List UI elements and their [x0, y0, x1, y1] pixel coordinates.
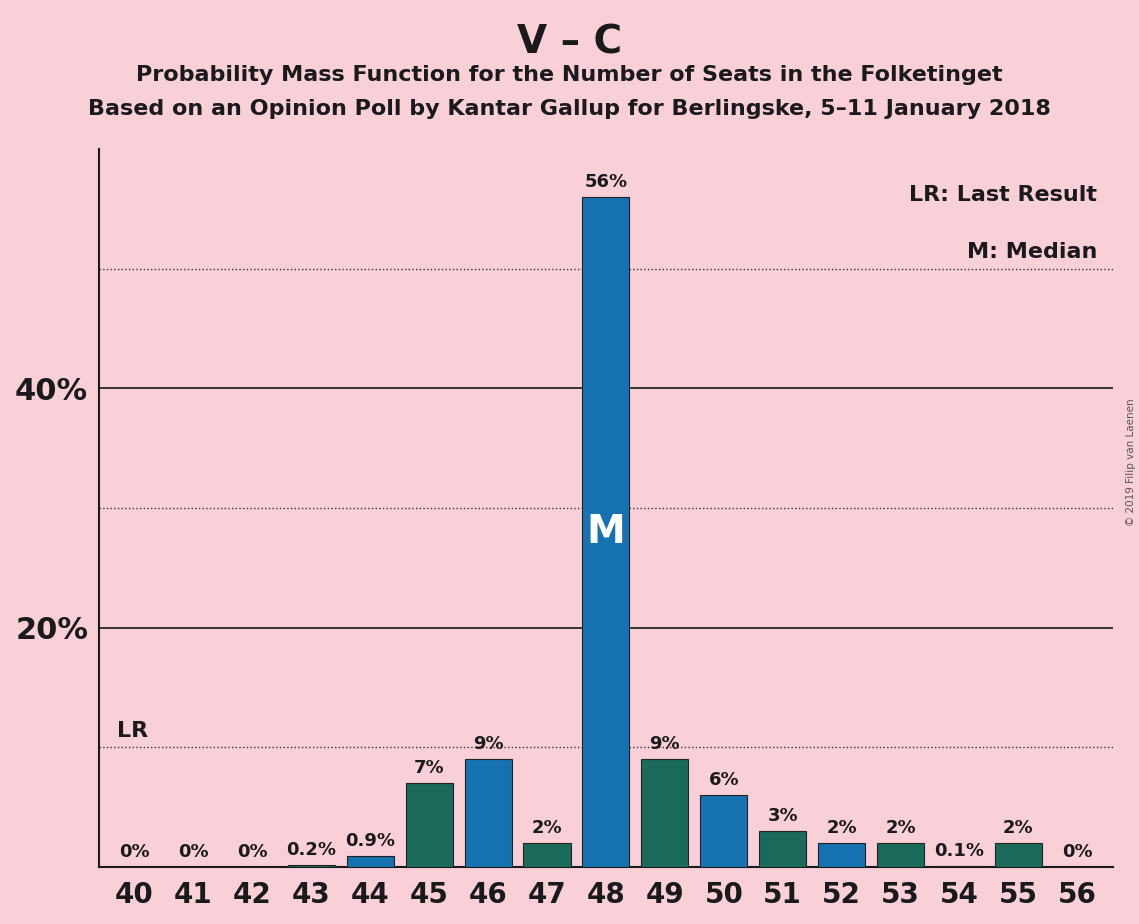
- Bar: [818, 844, 866, 867]
- Text: V – C: V – C: [517, 23, 622, 61]
- Bar: [405, 784, 452, 867]
- Text: 0%: 0%: [1062, 843, 1092, 861]
- Text: M: M: [587, 513, 625, 551]
- Text: 0%: 0%: [178, 843, 208, 861]
- Text: 2%: 2%: [885, 820, 916, 837]
- Text: 0.2%: 0.2%: [286, 841, 336, 858]
- Bar: [936, 866, 983, 867]
- Text: M: Median: M: Median: [967, 242, 1097, 262]
- Text: 9%: 9%: [473, 736, 503, 753]
- Bar: [524, 844, 571, 867]
- Bar: [759, 832, 806, 867]
- Bar: [288, 865, 335, 867]
- Text: 2%: 2%: [1003, 820, 1034, 837]
- Text: 2%: 2%: [826, 820, 857, 837]
- Text: 7%: 7%: [413, 760, 444, 777]
- Text: 2%: 2%: [532, 820, 563, 837]
- Text: 9%: 9%: [649, 736, 680, 753]
- Text: 0%: 0%: [237, 843, 268, 861]
- Bar: [465, 760, 511, 867]
- Text: Based on an Opinion Poll by Kantar Gallup for Berlingske, 5–11 January 2018: Based on an Opinion Poll by Kantar Gallu…: [88, 99, 1051, 119]
- Text: 3%: 3%: [768, 808, 798, 825]
- Text: 6%: 6%: [708, 772, 739, 789]
- Text: 0%: 0%: [120, 843, 150, 861]
- Bar: [877, 844, 924, 867]
- Bar: [700, 796, 747, 867]
- Text: © 2019 Filip van Laenen: © 2019 Filip van Laenen: [1126, 398, 1136, 526]
- Text: LR: LR: [117, 722, 148, 741]
- Text: LR: Last Result: LR: Last Result: [909, 185, 1097, 205]
- Bar: [994, 844, 1042, 867]
- Bar: [346, 857, 394, 867]
- Bar: [582, 197, 630, 867]
- Text: 56%: 56%: [584, 173, 628, 191]
- Bar: [641, 760, 688, 867]
- Text: 0.1%: 0.1%: [934, 842, 984, 860]
- Text: 0.9%: 0.9%: [345, 833, 395, 850]
- Text: Probability Mass Function for the Number of Seats in the Folketinget: Probability Mass Function for the Number…: [137, 65, 1002, 85]
